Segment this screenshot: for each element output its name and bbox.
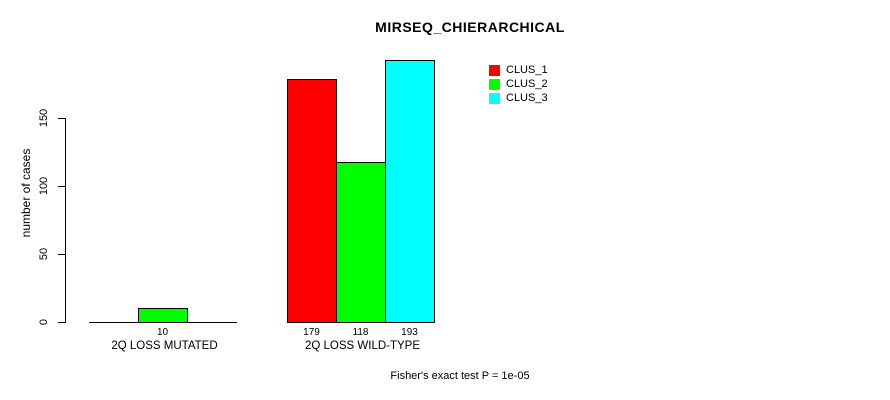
x-group-label: 2Q LOSS WILD-TYPE	[304, 340, 421, 352]
y-axis-tick	[58, 186, 65, 187]
legend-swatch-clus-3	[489, 92, 500, 104]
y-axis-tick	[58, 322, 65, 323]
bar-value-label: 118	[352, 327, 369, 338]
y-axis-title: number of cases	[19, 148, 33, 238]
y-axis-tick-label: 100	[38, 176, 50, 196]
legend-label: CLUS_3	[506, 91, 548, 104]
bar-clus_2	[138, 308, 188, 323]
y-axis-tick-label: 0	[38, 318, 50, 326]
y-axis-tick-label: 50	[38, 247, 50, 261]
legend-item-clus-3: CLUS_3	[489, 91, 548, 105]
legend-label: CLUS_1	[506, 63, 548, 76]
bar-value-label: 10	[156, 327, 169, 338]
legend-item-clus-2: CLUS_2	[489, 77, 548, 91]
y-axis-tick	[58, 254, 65, 255]
bar-clus_2	[336, 162, 386, 323]
chart-title: MIRSEQ_CHIERARCHICAL	[375, 19, 565, 35]
bar-clus_1	[287, 79, 337, 323]
bar-value-label: 179	[303, 327, 320, 338]
bar-value-label: 193	[401, 327, 418, 338]
footnote-fishers-test: Fisher's exact test P = 1e-05	[390, 370, 530, 382]
legend-item-clus-1: CLUS_1	[489, 63, 548, 77]
legend-swatch-clus-2	[489, 78, 500, 90]
legend-swatch-clus-1	[489, 64, 500, 76]
bar-clus_1	[89, 322, 139, 323]
legend-label: CLUS_2	[506, 77, 548, 90]
y-axis-line	[65, 118, 66, 323]
bar-clus_3	[385, 60, 435, 323]
y-axis-tick	[58, 118, 65, 119]
legend: CLUS_1 CLUS_2 CLUS_3	[489, 63, 548, 105]
bar-clus_3	[187, 322, 237, 323]
y-axis-tick-label: 150	[38, 108, 50, 128]
x-group-label: 2Q LOSS MUTATED	[111, 340, 218, 352]
